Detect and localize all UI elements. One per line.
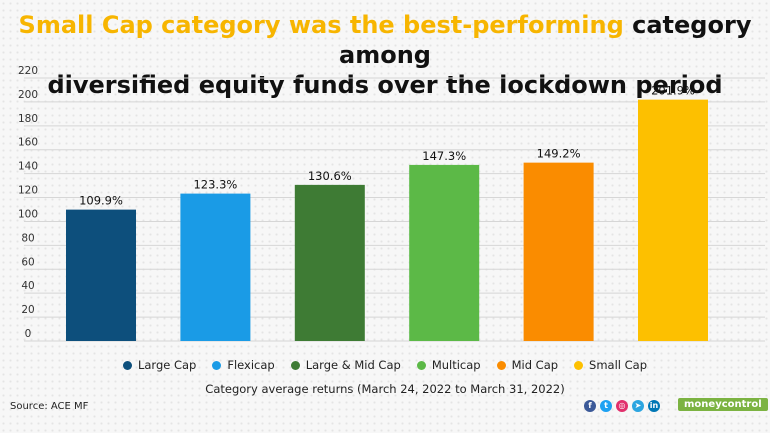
y-tick-label: 180 xyxy=(18,113,38,125)
legend-swatch xyxy=(122,360,132,370)
instagram-icon[interactable]: ◎ xyxy=(616,400,628,412)
y-tick-label: 160 xyxy=(18,137,38,149)
y-tick-label: 0 xyxy=(25,328,32,340)
chart-title: Small Cap category was the best-performi… xyxy=(0,10,770,100)
legend-label: Large & Mid Cap xyxy=(305,358,401,372)
y-tick-label: 60 xyxy=(21,256,34,268)
legend-swatch xyxy=(290,360,300,370)
bar-data-label: 109.9% xyxy=(79,194,123,208)
bar xyxy=(294,184,365,341)
legend-label: Mid Cap xyxy=(511,358,559,372)
y-tick-label: 40 xyxy=(21,280,34,292)
y-tick-label: 120 xyxy=(18,185,38,197)
legend-item: Flexicap xyxy=(212,358,275,372)
bar xyxy=(409,164,480,341)
legend-label: Flexicap xyxy=(227,358,275,372)
bar xyxy=(638,99,708,341)
bar-data-label: 147.3% xyxy=(422,149,466,163)
y-tick-label: 220 xyxy=(18,65,38,77)
title-line-2: diversified equity funds over the lockdo… xyxy=(47,71,723,99)
x-axis-label: Category average returns (March 24, 2022… xyxy=(205,382,565,396)
y-tick-label: 20 xyxy=(21,304,34,316)
bar-data-label: 130.6% xyxy=(308,169,352,183)
facebook-icon[interactable]: f xyxy=(584,400,596,412)
chart-legend: Large Cap Flexicap Large & Mid Cap Multicap… xyxy=(0,358,770,372)
bar-data-label: 123.3% xyxy=(193,178,237,192)
bar xyxy=(180,193,251,341)
legend-label: Large Cap xyxy=(137,358,197,372)
y-tick-label: 140 xyxy=(18,161,38,173)
y-tick-label: 80 xyxy=(21,232,34,244)
legend-label: Small Cap xyxy=(589,358,648,372)
legend-swatch xyxy=(574,360,584,370)
title-highlight: Small Cap category was the best-performi… xyxy=(18,11,624,39)
legend-item: Large & Mid Cap xyxy=(290,358,401,372)
bar xyxy=(66,209,136,341)
legend-label: Multicap xyxy=(431,358,481,372)
telegram-icon[interactable]: ➤ xyxy=(632,400,644,412)
bar-data-label: 149.2% xyxy=(537,147,581,161)
social-icons: f t ◎ ➤ in xyxy=(584,400,660,412)
title-line-1-rest: category among xyxy=(339,11,752,69)
legend-swatch xyxy=(416,360,426,370)
title-line-1: Small Cap category was the best-performi… xyxy=(0,10,770,70)
legend-item: Multicap xyxy=(416,358,481,372)
legend-swatch xyxy=(212,360,222,370)
bar xyxy=(523,162,594,341)
linkedin-icon[interactable]: in xyxy=(648,400,660,412)
legend-item: Small Cap xyxy=(574,358,647,372)
twitter-icon[interactable]: t xyxy=(600,400,612,412)
legend-item: Mid Cap xyxy=(496,358,559,372)
y-tick-label: 200 xyxy=(18,89,38,101)
source-note: Source: ACE MF xyxy=(10,401,89,412)
legend-item: Large Cap xyxy=(122,358,197,372)
bar-data-label: 201.9% xyxy=(651,84,695,98)
brand-logo: moneycontrol xyxy=(678,398,768,411)
legend-swatch xyxy=(496,360,506,370)
y-tick-label: 100 xyxy=(18,208,38,220)
